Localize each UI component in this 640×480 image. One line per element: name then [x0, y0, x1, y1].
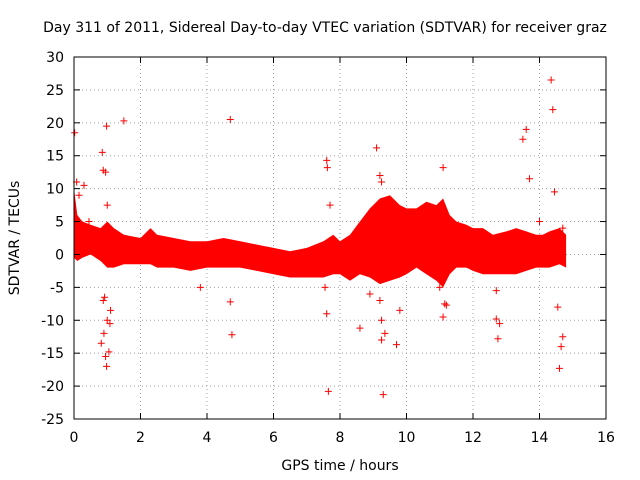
scatter-point	[366, 290, 374, 298]
scatter-point	[326, 201, 334, 209]
scatter-point	[98, 148, 106, 156]
scatter-point	[228, 331, 236, 339]
y-tick-label: -20	[41, 379, 64, 395]
scatter-point	[102, 352, 110, 360]
y-tick-label: -5	[50, 280, 64, 296]
scatter-point	[536, 218, 543, 226]
scatter-point	[226, 116, 234, 124]
scatter-point	[323, 164, 331, 172]
scatter-point	[378, 178, 386, 186]
ticks-layer: 0 2 4 6 8 10 12 14 16 30 25 20 15 10 5 0 -5 -10 -15 -20 -25	[41, 50, 615, 446]
scatter-point	[99, 297, 107, 305]
scatter-point	[80, 181, 88, 189]
scatter-point	[557, 343, 565, 351]
scatter-dense-band	[74, 188, 567, 288]
scatter-point	[522, 125, 530, 133]
scatter-point	[323, 310, 331, 318]
y-tick-label: -25	[41, 412, 64, 428]
scatter-point	[439, 313, 447, 321]
y-tick-label: 25	[46, 83, 64, 99]
scatter-point	[494, 335, 502, 343]
y-tick-label: 10	[46, 182, 64, 198]
y-tick-label: -15	[41, 346, 64, 362]
scatter-point	[102, 168, 110, 176]
y-tick-label: 0	[55, 247, 64, 263]
scatter-point	[103, 362, 111, 370]
scatter-point	[324, 387, 332, 395]
x-tick-label: 0	[70, 430, 79, 446]
scatter-point	[496, 320, 504, 328]
scatter-point	[106, 320, 114, 328]
x-tick-label: 14	[531, 430, 549, 446]
y-tick-label: 30	[46, 50, 64, 66]
scatter-point	[547, 76, 555, 84]
scatter-point	[71, 129, 79, 137]
scatter-point	[396, 306, 404, 314]
scatter-point	[379, 391, 387, 399]
scatter-point	[526, 175, 534, 183]
scatter-point	[550, 188, 558, 196]
scatter-point	[492, 315, 500, 323]
scatter-point	[323, 156, 331, 164]
scatter-point	[97, 339, 105, 347]
scatter-point	[555, 364, 563, 372]
x-axis-label: GPS time / hours	[281, 458, 398, 474]
scatter-point	[378, 336, 386, 344]
scatter-point	[103, 201, 111, 209]
chart-title: Day 311 of 2011, Sidereal Day-to-day VTE…	[43, 20, 607, 36]
scatter-point	[373, 144, 381, 152]
scatter-point	[554, 303, 562, 311]
grid-layer	[74, 57, 606, 419]
scatter-point	[103, 122, 111, 130]
y-axis-label: SDTVAR / TECUs	[7, 181, 23, 296]
x-tick-label: 8	[336, 430, 345, 446]
scatter-point	[107, 306, 115, 314]
scatter-point	[105, 348, 113, 356]
scatter-point	[492, 287, 500, 295]
data-layer	[71, 76, 567, 399]
scatter-point	[393, 341, 401, 349]
scatter-point	[120, 117, 128, 125]
scatter-point	[376, 297, 384, 305]
scatter-point	[549, 106, 557, 114]
y-tick-label: 5	[55, 215, 64, 231]
y-tick-label: 15	[46, 149, 64, 165]
scatter-point	[519, 135, 527, 143]
scatter-point	[196, 283, 204, 291]
y-tick-label: -10	[41, 313, 64, 329]
scatter-point	[378, 316, 386, 324]
scatter-point	[442, 301, 450, 309]
x-tick-label: 12	[464, 430, 482, 446]
scatter-point	[101, 293, 109, 301]
x-tick-label: 16	[597, 430, 615, 446]
x-tick-label: 6	[269, 430, 278, 446]
scatter-point	[559, 333, 567, 341]
scatter-point	[441, 300, 449, 308]
scatter-point	[226, 298, 234, 306]
scatter-point	[381, 329, 389, 337]
scatter-point	[85, 218, 93, 226]
scatter-point	[559, 224, 567, 232]
x-tick-label: 10	[398, 430, 416, 446]
y-tick-label: 20	[46, 116, 64, 132]
scatter-point	[321, 283, 329, 291]
scatter-point	[75, 191, 83, 199]
x-tick-label: 4	[203, 430, 212, 446]
scatter-point	[100, 329, 108, 337]
scatter-point	[439, 164, 447, 172]
scatter-point	[376, 171, 384, 179]
scatter-point	[436, 283, 444, 291]
scatter-point	[356, 324, 364, 332]
x-tick-label: 2	[136, 430, 145, 446]
